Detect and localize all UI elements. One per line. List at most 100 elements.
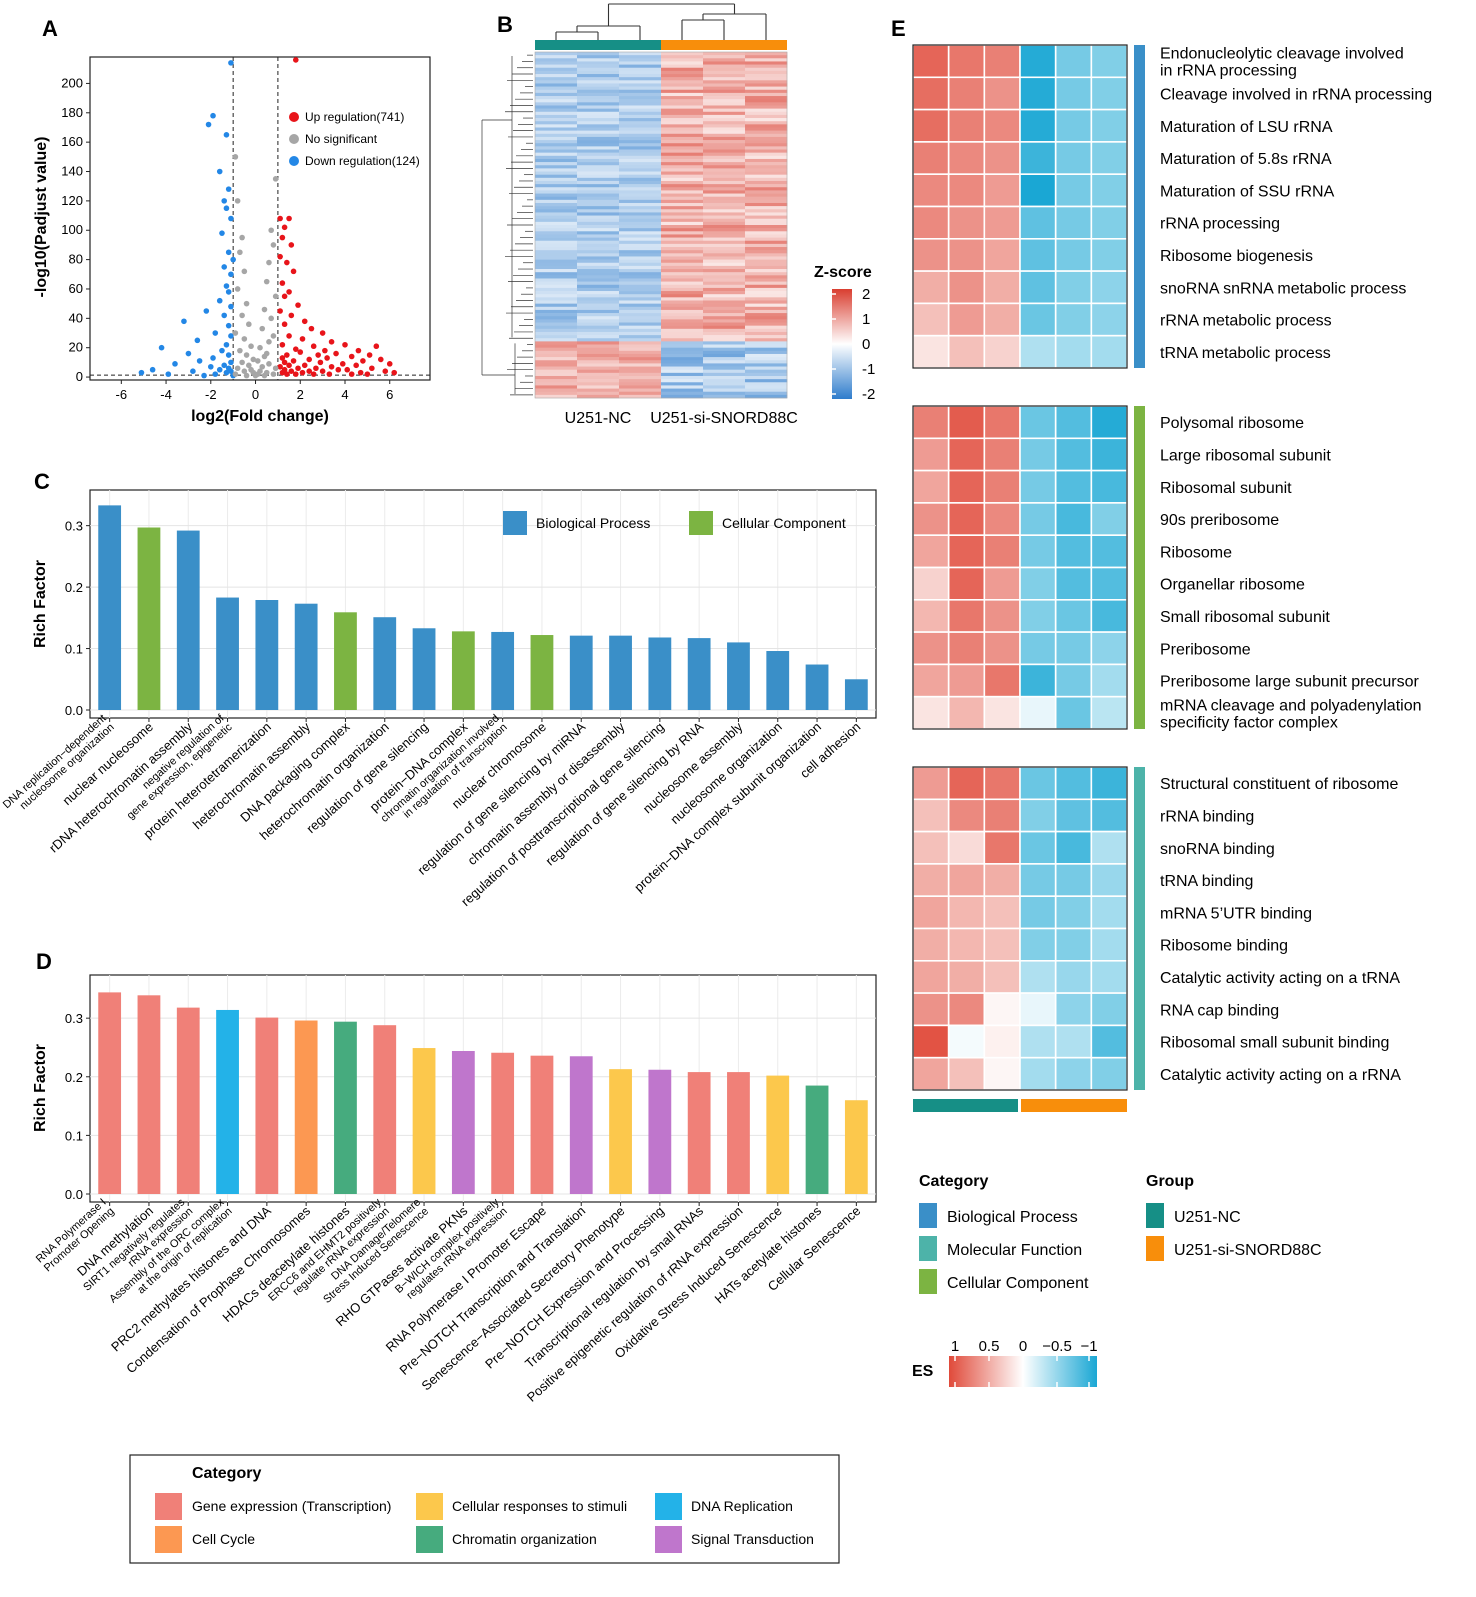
y-tick-label: 0.1 [65,1128,83,1143]
expression-cell [703,124,746,128]
x-tick-label: 0 [252,387,259,402]
expression-cell [703,382,746,386]
expression-cell [703,118,746,122]
expression-cell [703,275,746,279]
expression-cell [535,180,578,185]
expression-cell [577,303,620,308]
expression-cell [661,133,704,138]
es-cell [947,173,986,208]
es-cell [1090,830,1128,865]
expression-cell [661,102,704,106]
es-cell [1019,302,1057,337]
expression-cell [745,184,788,188]
expression-cell [577,158,620,163]
es-cell [983,270,1021,305]
volcano-point-ns [272,365,279,372]
expression-cell [535,303,578,308]
expression-cell [745,313,788,317]
expression-cell [745,237,788,242]
expression-cell [577,67,620,72]
row-dendrogram [481,54,533,396]
expression-cell [535,171,578,175]
legend-swatch-group-nc [1146,1203,1164,1228]
expression-cell [745,294,788,298]
es-cell [1054,437,1093,472]
expression-cell [577,136,620,141]
volcano-point-down [230,256,236,263]
es-cell [1090,1056,1128,1091]
expression-cell [703,269,746,273]
volcano-points [138,57,398,379]
expression-cell [745,130,788,135]
expression-cell [619,360,662,364]
expression-cell [661,202,704,207]
expression-cell [619,228,662,232]
expression-cell [577,92,620,97]
es-row-label: Maturation of LSU rRNA [1160,119,1333,136]
y-tick-label: 60 [69,281,83,296]
expression-cell [619,306,662,311]
go-enrichment-bar-chart: 0.0 0.1 0.2 0.3 DNA replication−dependentnu… [1,489,877,909]
expression-cell [535,262,578,267]
bar-5 [255,600,279,710]
expression-cell [577,265,620,270]
expression-cell [661,300,704,304]
es-cell [983,863,1021,898]
expression-cell [745,196,788,201]
expression-cell [619,366,662,370]
expression-cell [703,61,746,65]
y-tick-label: 100 [61,222,83,237]
expression-cell [745,240,788,245]
expression-cell [577,215,620,220]
expression-cell [661,281,704,286]
expression-cell [535,347,578,352]
es-row-label: Polysomal ribosome [1160,415,1304,432]
volcano-point-down [223,369,230,376]
expression-cell [577,360,620,364]
volcano-point-up [281,293,288,300]
expression-cell [535,353,578,358]
es-cell [912,437,950,472]
es-cell [983,830,1021,865]
expression-cell [535,80,578,84]
expression-cell [619,237,662,242]
expression-cell [535,102,578,106]
es-cell [1054,302,1093,337]
group-bar-si [661,40,787,50]
expression-cell [703,253,746,257]
es-cell [983,405,1021,440]
expression-cell [703,130,746,135]
expression-cell [535,278,578,282]
expression-cell [619,96,662,100]
es-tick-label: −0.5 [1042,1338,1072,1355]
expression-cell [745,363,788,367]
es-cell [947,566,986,601]
expression-cell [577,250,620,254]
bar-7 [334,1021,357,1194]
expression-cell [535,92,578,97]
expression-cell [577,206,620,210]
expression-cell [703,140,746,144]
es-row-label: snoRNA binding [1160,841,1275,858]
y-tick-label: 0.0 [65,703,83,718]
expression-cell [745,391,788,396]
legend-label-chromatin-organization: Chromatin organization [452,1531,597,1547]
expression-cell [619,158,662,163]
expression-cell [745,114,788,119]
y-tick-label: 80 [69,252,83,267]
expression-cell [577,61,620,65]
es-cell [1019,141,1057,175]
volcano-point-up [348,353,355,360]
es-cell [1090,44,1128,79]
expression-cell [577,193,620,197]
expression-cell [535,58,578,62]
expression-cell [703,77,746,81]
bar-8 [373,617,397,710]
expression-cell [745,322,788,326]
expression-cell [577,140,620,144]
expression-cell [745,118,788,122]
expression-cell [577,243,620,248]
expression-cell [577,86,620,91]
es-cell [1019,598,1057,633]
expression-cell [577,234,620,238]
